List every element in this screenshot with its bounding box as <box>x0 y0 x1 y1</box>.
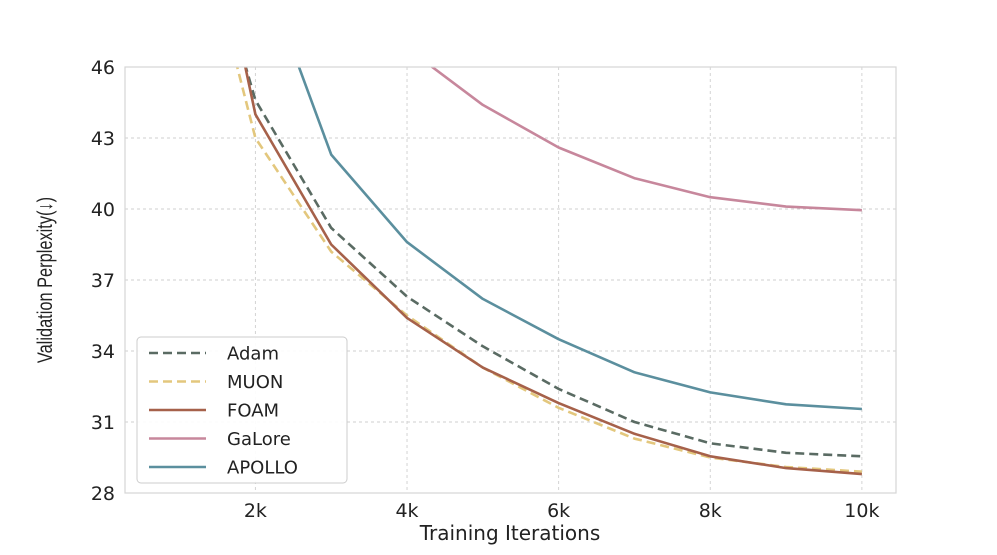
legend: Adam MUON FOAM GaLore APOLLO <box>136 336 348 484</box>
y-tick-label: 34 <box>91 341 115 363</box>
plot-frame <box>124 66 897 494</box>
legend-label-apollo: APOLLO <box>227 458 298 479</box>
y-tick-label: 31 <box>91 412 115 434</box>
y-tick-label: 28 <box>91 483 115 505</box>
series-line-foam <box>243 67 863 476</box>
series-lines <box>235 67 863 476</box>
legend-label-adam: Adam <box>227 344 279 365</box>
y-tick-label: 40 <box>91 199 115 221</box>
y-tick-label: 46 <box>91 57 115 79</box>
x-tick-label: 4k <box>395 500 418 522</box>
x-tick-label: 2k <box>244 500 267 522</box>
legend-label-muon: MUON <box>227 372 283 393</box>
legend-box <box>136 336 348 484</box>
x-tick-label: 10k <box>844 500 879 522</box>
legend-label-galore: GaLore <box>227 429 291 450</box>
series-line-galore <box>430 67 862 212</box>
y-tick-label: 37 <box>91 270 115 292</box>
x-tick-labels: 2k 4k 6k 8k 10k <box>244 500 880 522</box>
series-line-adam <box>244 67 862 458</box>
y-tick-labels: 28 31 34 37 40 43 46 <box>91 57 115 505</box>
x-axis-label: Training Iterations <box>419 521 601 545</box>
x-tick-label: 8k <box>699 500 722 522</box>
legend-label-foam: FOAM <box>227 401 279 422</box>
x-tick-label: 6k <box>547 500 570 522</box>
series-line-apollo <box>297 67 862 411</box>
y-tick-label: 43 <box>91 128 115 150</box>
y-axis-label: Validation Perplexity(↓) <box>33 197 56 363</box>
